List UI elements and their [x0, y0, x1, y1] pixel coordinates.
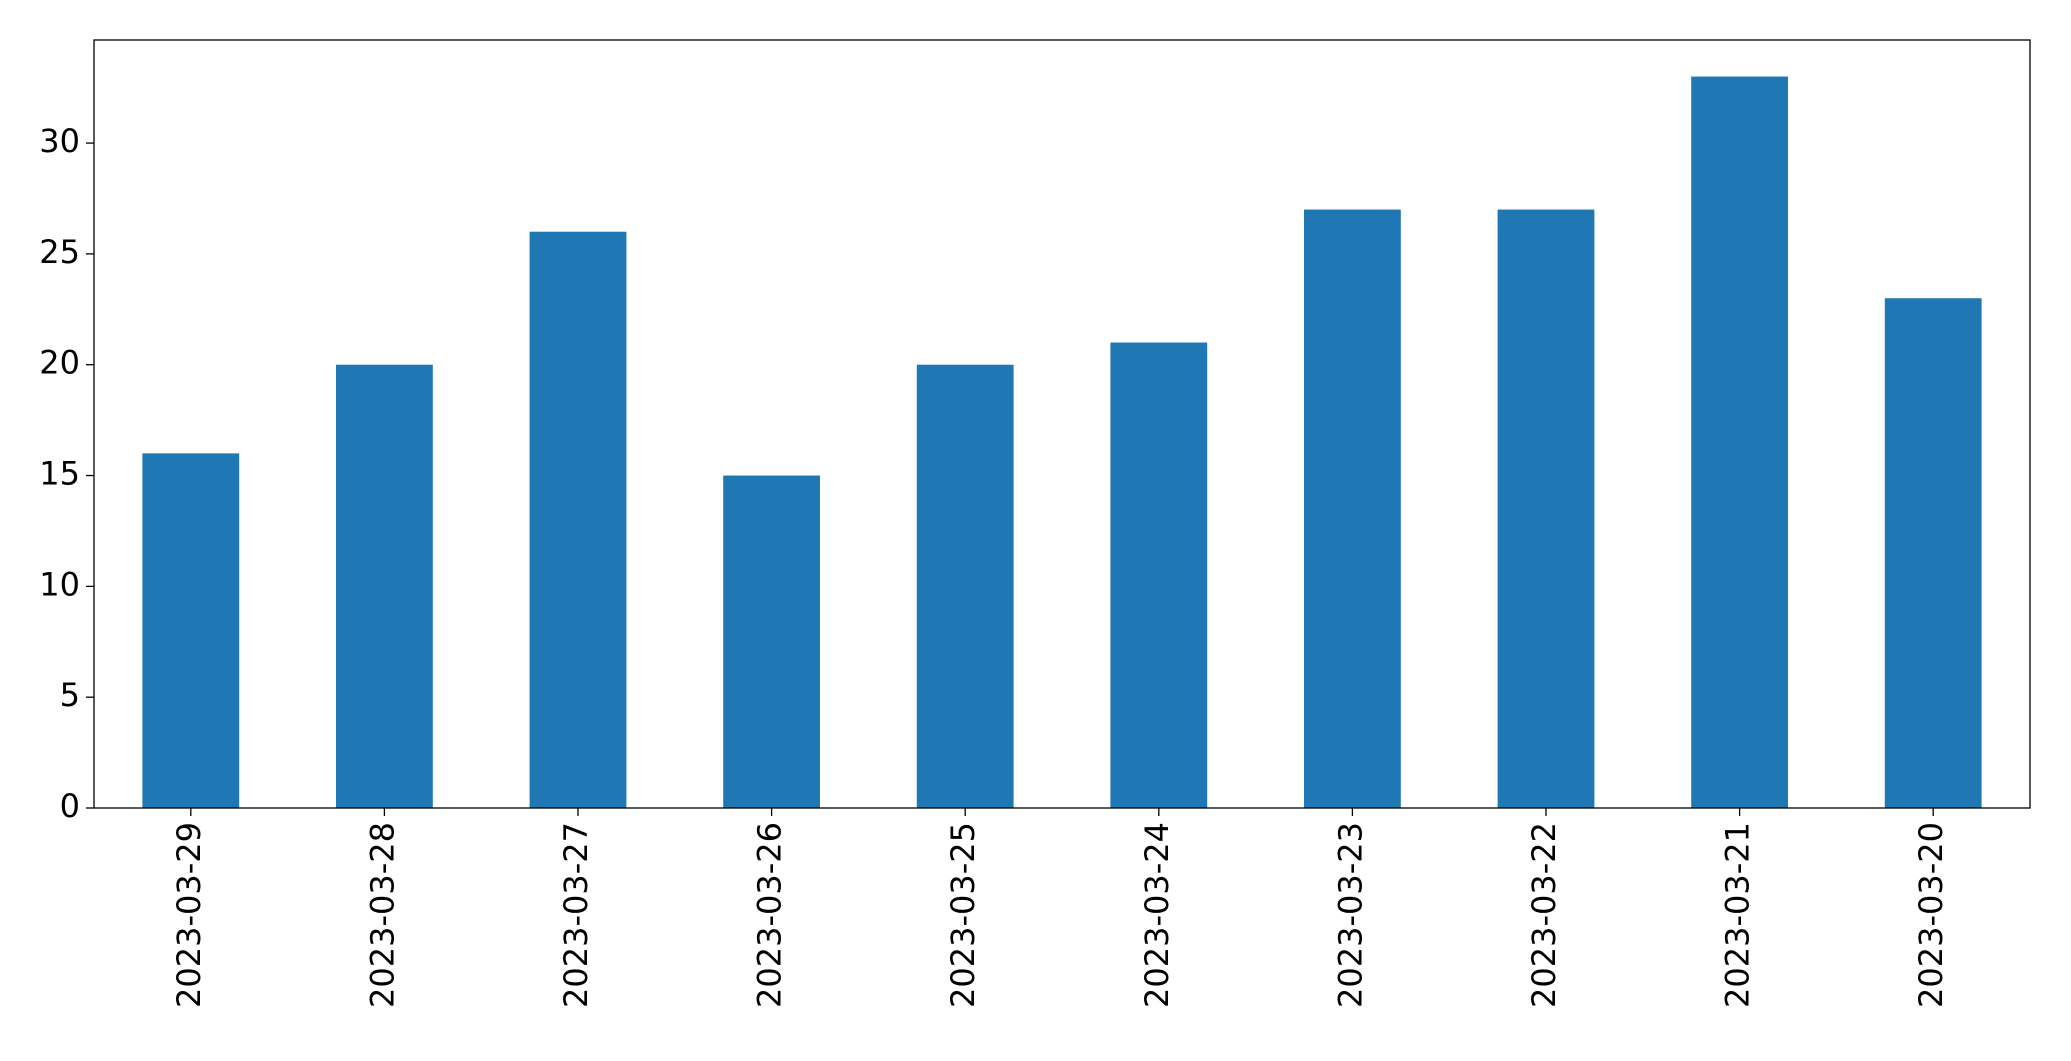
bar: [1304, 209, 1401, 808]
x-tick-label: 2023-03-29: [170, 822, 208, 1008]
y-tick-label: 25: [39, 233, 80, 271]
bar: [1884, 298, 1982, 808]
x-tick-label: 2023-03-28: [363, 822, 401, 1008]
plot-frame: [93, 39, 2031, 809]
bar: [1497, 209, 1595, 808]
y-tick-label: 0: [60, 787, 80, 825]
y-tick-label: 10: [39, 565, 80, 603]
x-tick-label: 2023-03-24: [1138, 822, 1176, 1008]
x-tick-label: 2023-03-27: [557, 822, 595, 1008]
bar: [1110, 342, 1208, 808]
y-tick-label: 15: [39, 455, 80, 493]
x-tick-label: 2023-03-23: [1331, 822, 1369, 1008]
x-tick-label: 2023-03-25: [944, 822, 982, 1008]
bar: [336, 364, 433, 808]
y-tick-label: 20: [39, 344, 80, 382]
bar: [916, 364, 1014, 808]
bar: [1691, 76, 1788, 809]
x-tick-label: 2023-03-26: [751, 822, 789, 1008]
x-tick-label: 2023-03-20: [1912, 822, 1950, 1008]
x-tick-label: 2023-03-22: [1525, 822, 1563, 1008]
bar: [723, 475, 820, 808]
y-tick-label: 5: [60, 676, 80, 714]
y-tick-label: 30: [39, 122, 80, 160]
x-tick-label: 2023-03-21: [1719, 822, 1757, 1008]
bar: [142, 453, 240, 808]
bar: [529, 231, 627, 808]
